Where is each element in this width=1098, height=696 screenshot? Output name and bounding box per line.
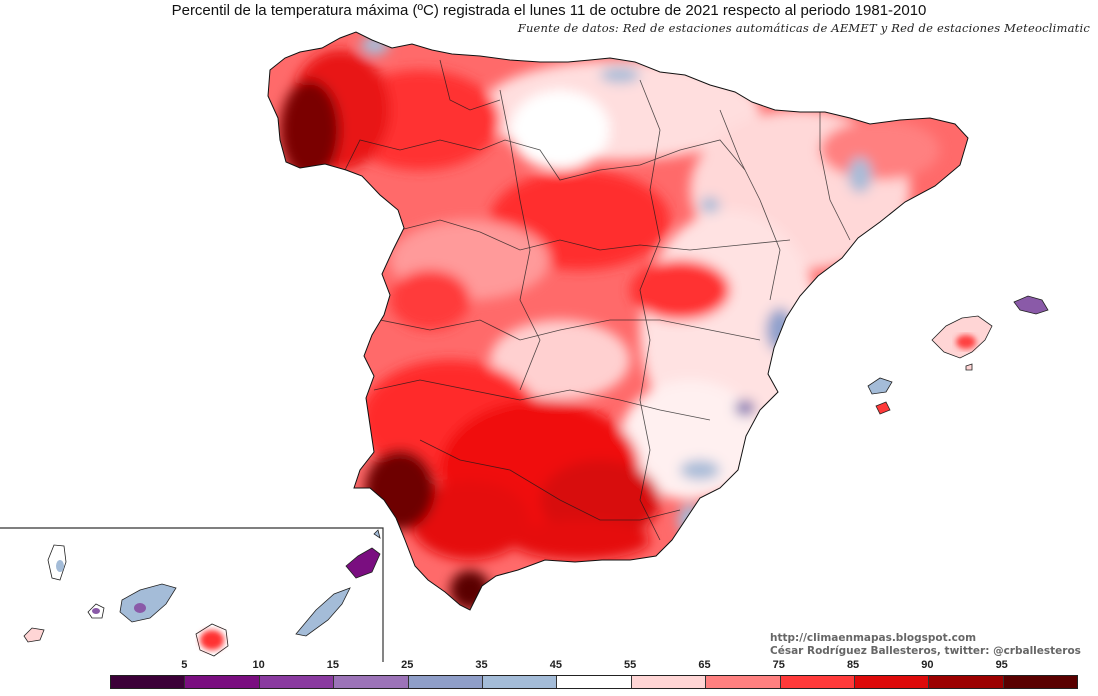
legend-label: 65 bbox=[698, 659, 711, 671]
legend-label: 5 bbox=[181, 659, 188, 671]
legend-label: 85 bbox=[846, 659, 860, 671]
legend-label: 45 bbox=[549, 659, 562, 671]
map-title: Percentil de la temperatura máxima (ºC) … bbox=[171, 2, 927, 19]
legend-swatch bbox=[706, 676, 781, 688]
mainland-coastline bbox=[267, 31, 969, 611]
legend-swatch bbox=[482, 676, 558, 688]
legend-swatch bbox=[631, 676, 707, 688]
legend-swatch bbox=[334, 676, 409, 688]
legend-label: 95 bbox=[995, 659, 1008, 671]
legend-label: 35 bbox=[475, 659, 488, 671]
legend-swatch bbox=[111, 676, 186, 688]
legend-swatch bbox=[929, 676, 1004, 688]
legend-label: 15 bbox=[326, 659, 340, 671]
legend-label: 55 bbox=[624, 659, 637, 671]
legend-bar bbox=[110, 675, 1078, 689]
legend-swatch bbox=[1003, 676, 1078, 688]
credits-url[interactable]: http://climaenmapas.blogspot.com bbox=[770, 632, 977, 644]
legend-swatch bbox=[780, 676, 855, 688]
legend-label: 90 bbox=[921, 659, 934, 671]
mainland-spain bbox=[268, 32, 968, 610]
canary-inset bbox=[0, 527, 384, 662]
balearic-islands bbox=[867, 295, 1049, 415]
legend-label: 25 bbox=[401, 659, 414, 671]
color-legend: 5 10 15 25 35 45 55 65 75 85 90 95 bbox=[110, 659, 1078, 689]
credits-author: César Rodríguez Ballesteros, twitter: @c… bbox=[770, 645, 1081, 657]
legend-label: 75 bbox=[772, 659, 785, 671]
legend-label: 10 bbox=[252, 659, 265, 671]
credits-block: http://climaenmapas.blogspot.com César R… bbox=[770, 632, 1081, 658]
legend-labels: 5 10 15 25 35 45 55 65 75 85 90 95 bbox=[110, 659, 1078, 673]
legend-swatch bbox=[259, 676, 335, 688]
legend-swatch bbox=[408, 676, 483, 688]
legend-swatch bbox=[557, 676, 632, 688]
legend-swatch bbox=[854, 676, 930, 688]
map-subtitle: Fuente de datos: Red de estaciones autom… bbox=[517, 21, 1090, 35]
legend-swatch bbox=[185, 676, 260, 688]
